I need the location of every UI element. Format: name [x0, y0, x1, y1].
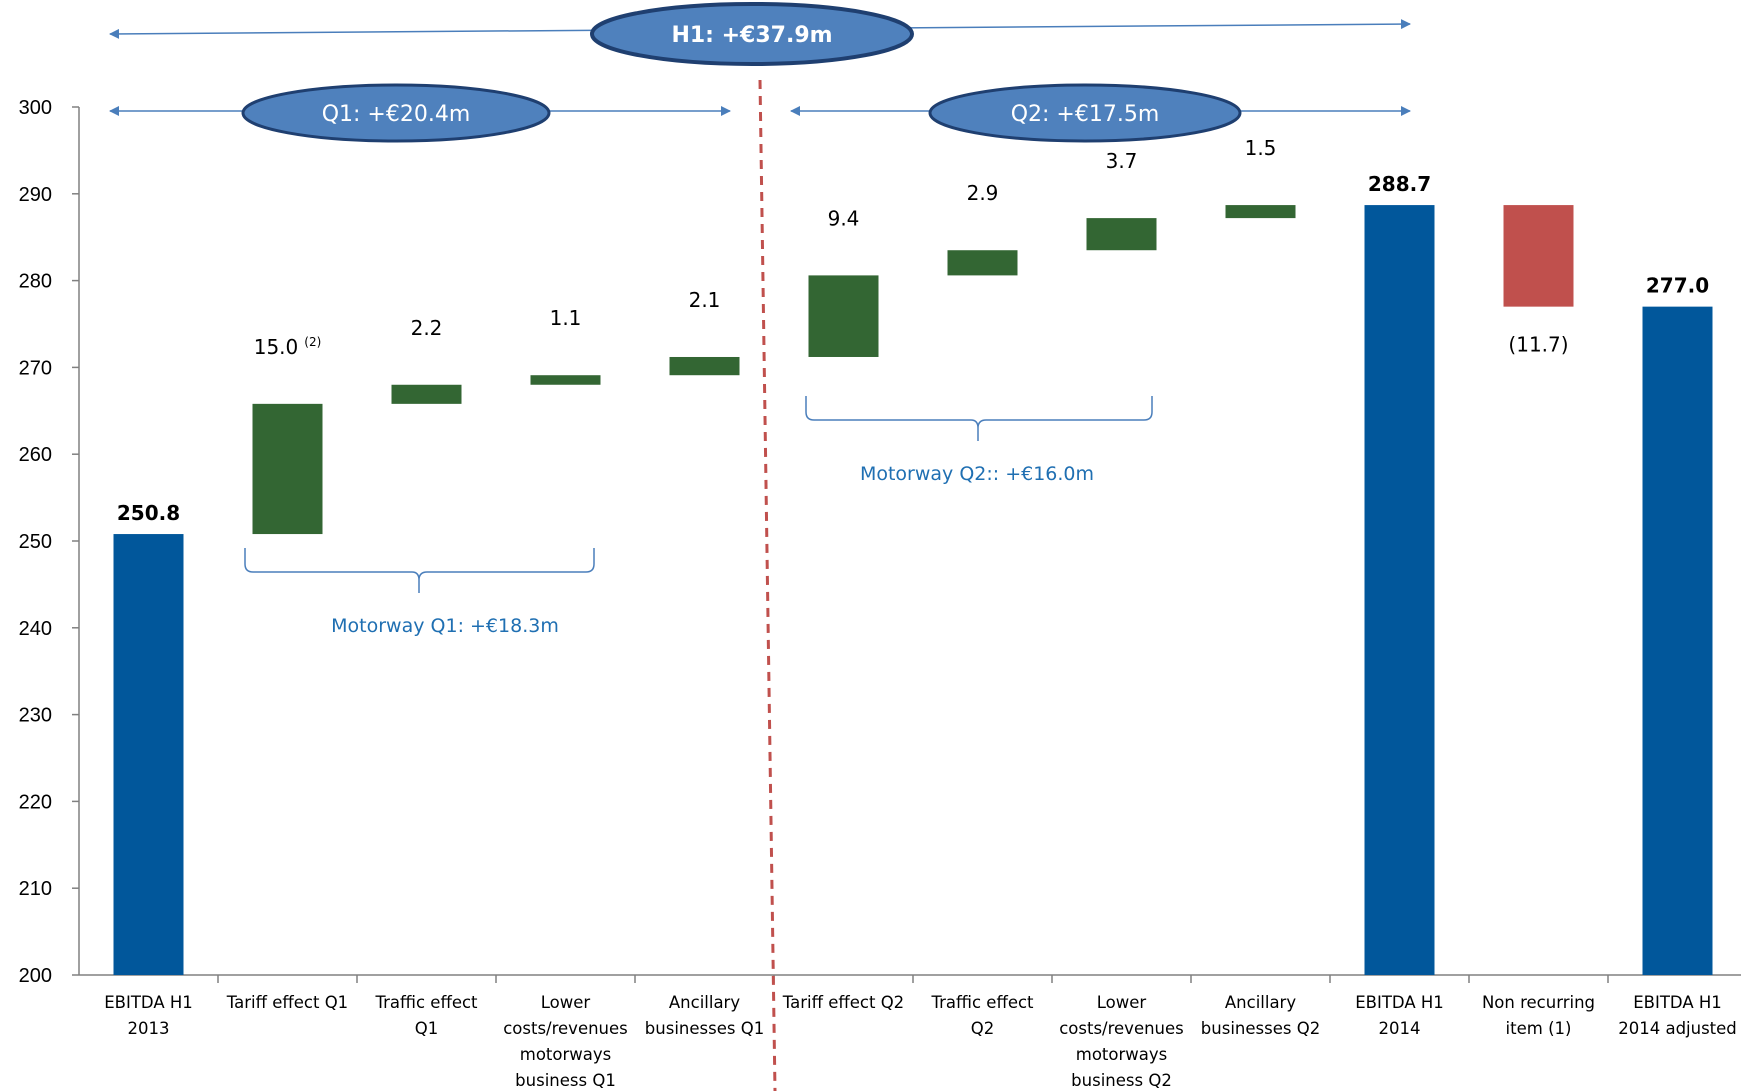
x-category-label: Ancillary businesses Q2 — [1201, 993, 1320, 1038]
bar-total — [113, 534, 184, 975]
y-tick-label: 290 — [19, 184, 52, 206]
y-tick-label: 270 — [19, 357, 52, 379]
value-label: 1.1 — [550, 306, 582, 330]
bar-increase — [1086, 218, 1157, 251]
bracket-q2 — [805, 396, 1153, 441]
bar-increase — [669, 356, 740, 376]
bar-increase — [530, 375, 601, 385]
bracket-q1-label: Motorway Q1: +€18.3m — [331, 615, 559, 637]
value-label: 277.0 — [1646, 274, 1709, 298]
value-label: (11.7) — [1508, 333, 1568, 357]
y-tick-label: 210 — [19, 878, 52, 900]
x-category-label: Traffic effect Q1 — [374, 993, 478, 1038]
bar-increase — [1225, 205, 1296, 219]
x-category-label: Lower costs/revenues motorways business Q2 — [1059, 993, 1184, 1090]
value-label: 15.0 (2) — [254, 335, 322, 359]
value-label: 1.5 — [1245, 136, 1277, 160]
value-label: 250.8 — [117, 501, 180, 525]
q1-bubble — [241, 83, 551, 143]
value-label: 2.2 — [411, 316, 443, 340]
x-category-label: Ancillary businesses Q1 — [645, 993, 764, 1038]
q1-q2-divider — [758, 79, 777, 1091]
bar-increase — [391, 384, 462, 404]
y-tick-label: 240 — [19, 618, 52, 640]
value-label: 288.7 — [1368, 172, 1431, 196]
y-tick-label: 230 — [19, 705, 52, 727]
bar-decrease — [1503, 205, 1574, 307]
h1-bubble-label: H1: +€37.9m — [671, 23, 832, 48]
value-label: 2.1 — [689, 288, 721, 312]
bars — [113, 205, 1713, 976]
bar-total — [1364, 205, 1435, 976]
y-tick-label: 260 — [19, 444, 52, 466]
y-tick-label: 250 — [19, 531, 52, 553]
y-tick-label: 200 — [19, 965, 52, 987]
y-tick-label: 300 — [19, 97, 52, 119]
x-category-label: Lower costs/revenues motorways business Q1 — [503, 993, 628, 1090]
value-labels: 250.8 15.0 (2) 2.2 1.1 2.1 9.4 2.9 3.7 1.5 288.7 (1… — [117, 136, 1709, 525]
value-label: 3.7 — [1106, 149, 1138, 173]
x-category-label: EBITDA H1 2013 — [104, 993, 193, 1038]
x-axis-categories: EBITDA H1 2013 Tariff effect Q1 Traffic eff… — [104, 975, 1737, 1090]
x-category-label: Tariff effect Q1 — [226, 993, 348, 1012]
bar-total — [1642, 306, 1713, 975]
value-label: 9.4 — [828, 206, 860, 230]
y-tick-label: 280 — [19, 271, 52, 293]
h1-bubble — [590, 2, 914, 66]
x-category-label: EBITDA H1 2014 — [1355, 993, 1444, 1038]
value-label: 2.9 — [967, 181, 999, 205]
bar-increase — [252, 403, 323, 535]
q2-bubble-label: Q2: +€17.5m — [1011, 102, 1160, 127]
y-axis-ticks: 200 210 220 230 240 250 260 270 280 290 300 — [19, 97, 79, 987]
bracket-q2-label: Motorway Q2:: +€16.0m — [860, 463, 1094, 485]
bar-increase — [947, 250, 1018, 276]
x-category-label: Non recurring item (1) — [1482, 993, 1595, 1038]
x-category-label: Tariff effect Q2 — [782, 993, 904, 1012]
bracket-q1 — [244, 548, 595, 593]
x-category-label: EBITDA H1 2014 adjusted — [1618, 993, 1737, 1038]
y-tick-label: 220 — [19, 791, 52, 813]
q2-bubble — [928, 83, 1242, 143]
x-category-label: Traffic effect Q2 — [930, 993, 1034, 1038]
q1-bubble-label: Q1: +€20.4m — [322, 102, 471, 127]
bar-increase — [808, 275, 879, 357]
